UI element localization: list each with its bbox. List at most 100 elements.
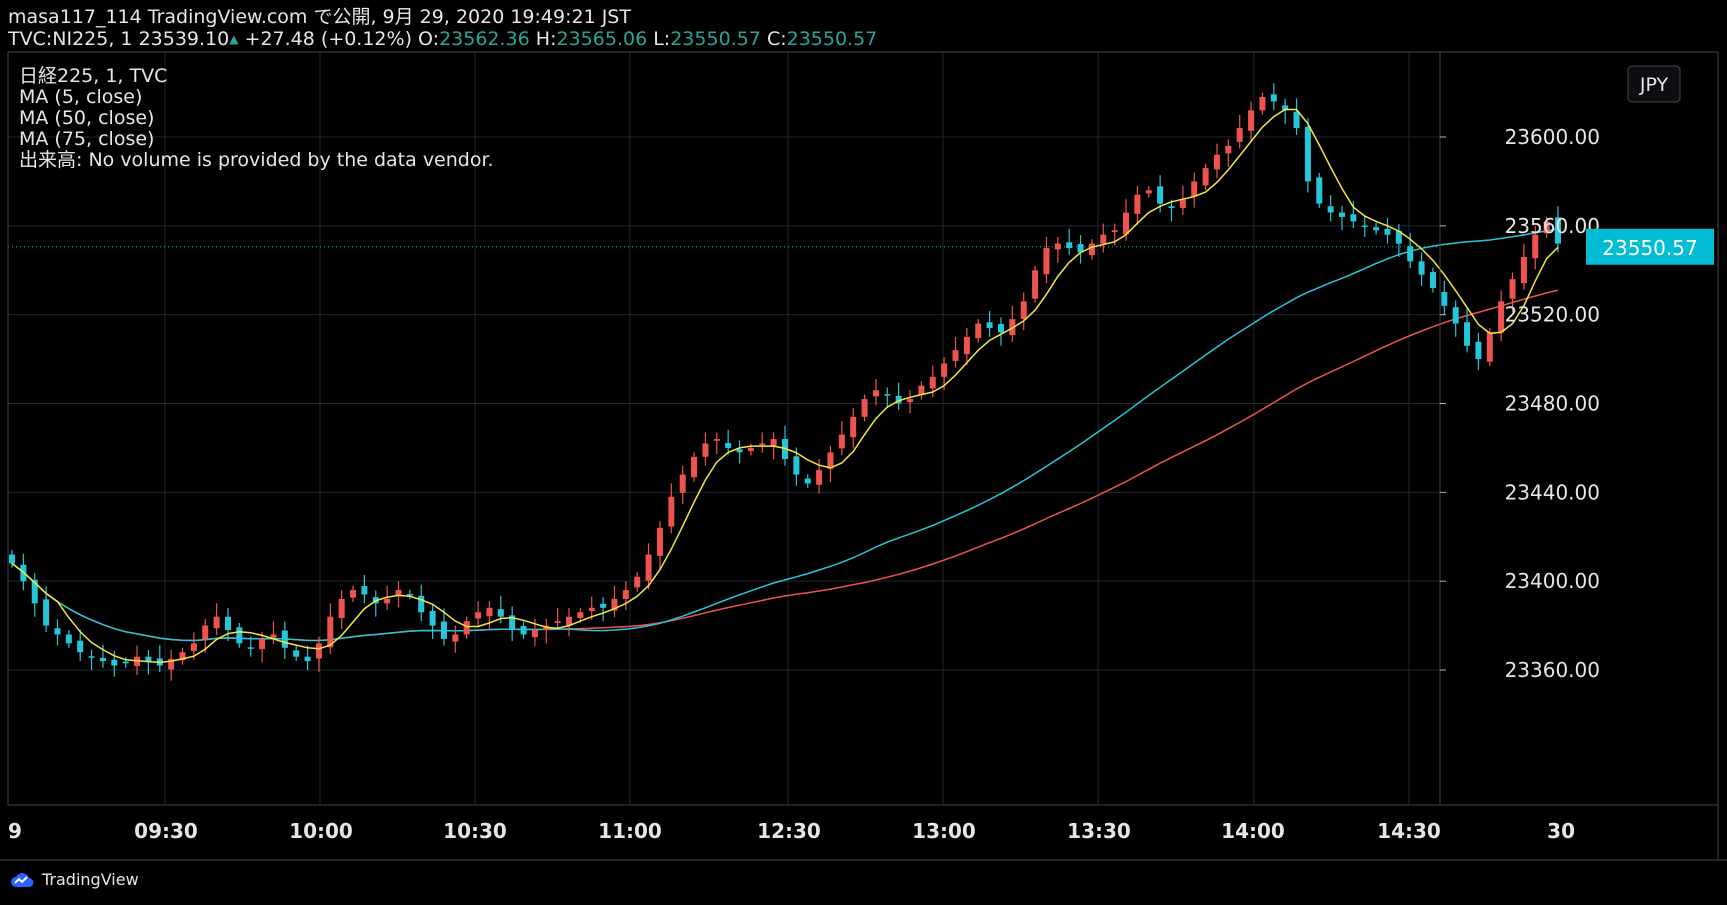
candle-body (520, 626, 527, 635)
candle-body (327, 616, 334, 648)
candle-body (1123, 212, 1130, 235)
candle-body (1236, 128, 1243, 142)
candle-body (9, 554, 15, 564)
candle-body (1475, 341, 1482, 360)
candle-body (679, 474, 686, 493)
x-tick-label: 10:00 (289, 819, 353, 843)
candle-body (418, 595, 425, 613)
candle-body (1054, 243, 1061, 250)
currency-badge[interactable]: JPY (1627, 65, 1681, 103)
open-value: 23562.36 (439, 28, 530, 50)
candle-body (259, 638, 266, 650)
candle-body (531, 630, 538, 638)
x-tick-label: 10:30 (443, 819, 507, 843)
candle-body (1555, 217, 1561, 244)
last-price: 23539.10 (138, 28, 230, 50)
candle-body (452, 634, 459, 642)
candle-body (1191, 181, 1198, 197)
candle-body (406, 594, 413, 596)
candle-body (99, 658, 106, 662)
candle-body (634, 576, 641, 588)
y-axis[interactable]: 23600.00 23560.00 23520.00 23480.00 23440.00… (1440, 65, 1714, 682)
candle-body (645, 554, 652, 581)
candle-body (1384, 228, 1391, 235)
candle-body (1395, 230, 1402, 244)
candle-body (281, 630, 288, 648)
candle-body (168, 658, 175, 670)
tradingview-cloud-icon (11, 872, 34, 887)
candle-body (600, 603, 607, 608)
currency-badge-box (1627, 65, 1681, 103)
candle-body (861, 399, 868, 417)
candle-body (1213, 154, 1220, 170)
candle-body (1373, 227, 1380, 231)
x-axis[interactable]: 9 09:30 10:00 10:30 11:00 12:30 13:00 13:30 14:0… (8, 819, 1575, 843)
candle-body (1282, 105, 1289, 111)
candle-body (1452, 307, 1459, 324)
candle-body (202, 625, 209, 640)
candle-body (1361, 225, 1368, 227)
candle-body (1316, 177, 1323, 204)
high-value: 23565.06 (556, 28, 648, 50)
candle-body (509, 615, 516, 631)
candle-body (691, 456, 698, 478)
close-label: C: (766, 28, 787, 50)
candle-body (304, 656, 311, 662)
candle-body (31, 579, 38, 604)
candle-body (43, 599, 50, 626)
candle-body (668, 496, 675, 527)
candle-body (1066, 242, 1073, 249)
candle-body (554, 621, 561, 623)
x-tick-label: 14:30 (1377, 819, 1441, 843)
candle-body (1520, 256, 1527, 284)
candle-body (770, 439, 777, 447)
x-tick-label: 9 (8, 819, 22, 843)
x-tick-label: 11:00 (598, 819, 662, 843)
chart-legend: 日経225, 1, TVC MA (5, close) MA (50, clos… (19, 66, 494, 171)
candle-body (384, 598, 391, 604)
candle-body (736, 449, 743, 453)
candle-body (1464, 322, 1471, 346)
candle-body (224, 616, 231, 631)
candle-body (952, 350, 959, 361)
candle-body (884, 394, 891, 396)
candle-body (179, 652, 186, 661)
candle-body (1225, 145, 1232, 154)
candle-body (1259, 97, 1266, 111)
ma50-line (11, 228, 1559, 642)
candle-body (702, 443, 709, 457)
legend-instrument[interactable]: 日経225, 1, TVC (19, 65, 168, 87)
candle-body (895, 395, 902, 404)
tradingview-brand[interactable]: TradingView (10, 870, 139, 889)
candle-body (566, 616, 573, 626)
x-tick-label: 13:00 (912, 819, 976, 843)
close-value: 23550.57 (786, 28, 878, 50)
candle-body (850, 416, 857, 438)
legend-ma75[interactable]: MA (75, close) (19, 128, 155, 150)
candle-body (77, 640, 84, 653)
candle-body (1088, 243, 1095, 256)
candle-body (1543, 221, 1550, 234)
candle-body (54, 628, 61, 635)
legend-volume[interactable]: 出来高: No volume is provided by the data v… (19, 149, 494, 171)
legend-ma5[interactable]: MA (5, close) (19, 86, 143, 108)
x-tick-label: 13:30 (1067, 819, 1131, 843)
y-tick-label: 23400.00 (1505, 569, 1600, 593)
low-value: 23550.57 (670, 28, 761, 50)
low-label: L: (653, 28, 671, 50)
candle-body (463, 621, 470, 635)
candle-body (747, 447, 754, 452)
candle-body (338, 598, 345, 619)
candle-body (929, 376, 936, 389)
candle-body (1020, 301, 1027, 320)
candle-body (725, 443, 732, 448)
last-price-label-bg (1586, 228, 1714, 265)
legend-ma50[interactable]: MA (50, close) (19, 107, 155, 129)
candle-body (1407, 246, 1414, 262)
candle-body (315, 643, 322, 659)
brand-text: TradingView (42, 870, 139, 889)
y-tick-label: 23360.00 (1505, 658, 1600, 682)
candle-body (190, 643, 197, 651)
candle-body (213, 616, 220, 629)
